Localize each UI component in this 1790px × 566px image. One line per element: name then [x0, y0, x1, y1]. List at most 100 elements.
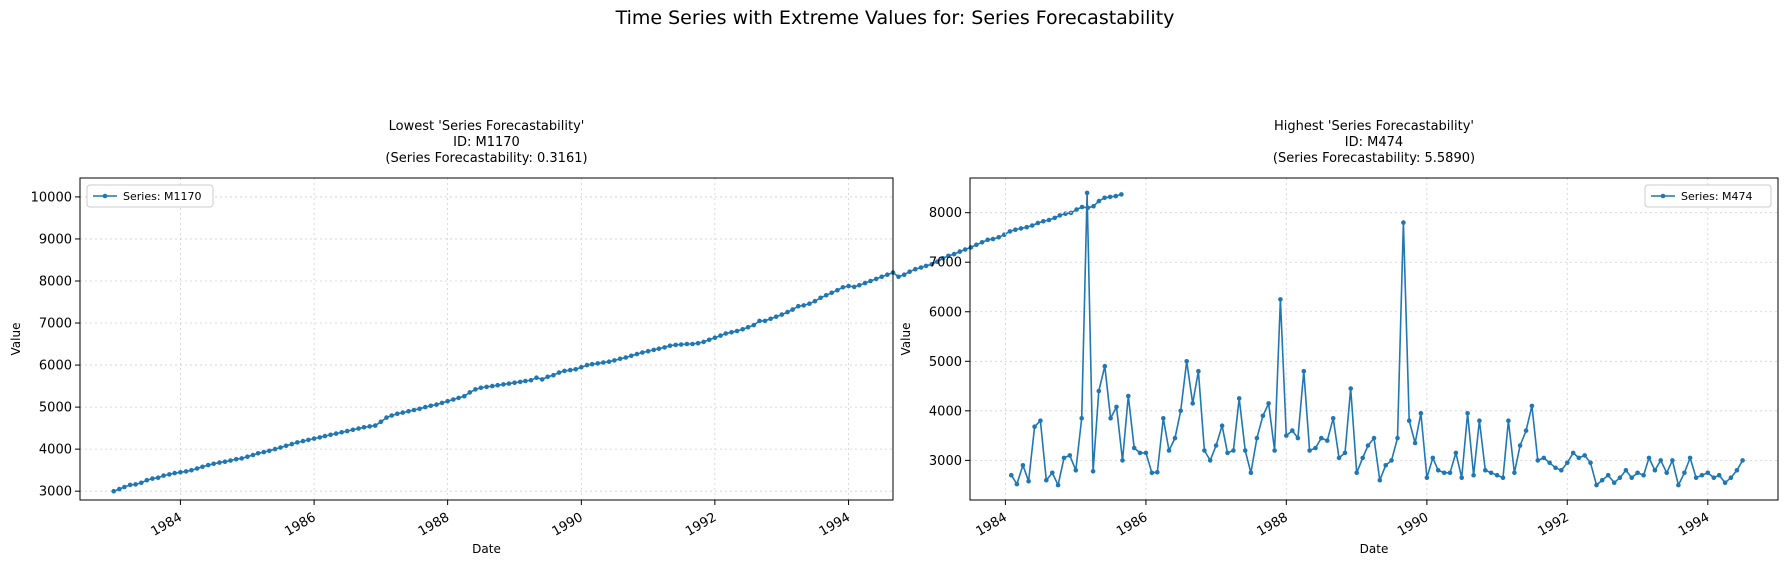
y-axis-label: Value: [899, 323, 913, 356]
x-tick-label: 1986: [1114, 510, 1150, 540]
y-tick-label: 8000: [39, 274, 72, 289]
data-point: [1079, 416, 1084, 421]
y-tick-label: 8000: [929, 206, 962, 221]
data-point: [545, 374, 550, 380]
data-point: [172, 470, 177, 476]
data-point: [1342, 450, 1348, 456]
data-point: [1063, 211, 1068, 216]
data-point: [873, 276, 879, 282]
data-point: [879, 274, 884, 280]
data-point: [1687, 455, 1693, 461]
data-point: [835, 287, 840, 293]
data-point: [896, 274, 901, 280]
data-point: [111, 488, 116, 494]
chart-panel-right: Highest 'Series Forecastability' ID: M474…: [899, 119, 1779, 556]
data-point: [161, 473, 166, 478]
data-point: [1401, 220, 1406, 225]
chart-title-line: (Series Forecastability: 5.5890): [1273, 151, 1475, 166]
data-point: [1641, 472, 1646, 478]
data-point: [818, 295, 823, 301]
data-point: [706, 337, 712, 343]
x-tick-label: 1988: [416, 510, 452, 540]
data-point: [1319, 435, 1324, 441]
data-point: [434, 402, 439, 407]
chart-title: Highest 'Series Forecastability' ID: M474…: [1273, 119, 1475, 166]
data-point: [1254, 435, 1260, 441]
data-point: [796, 303, 801, 309]
data-point: [617, 356, 623, 362]
data-point: [217, 460, 222, 465]
data-point: [1389, 458, 1394, 463]
data-point: [1013, 227, 1018, 232]
data-point: [1213, 443, 1219, 448]
data-point: [1395, 435, 1400, 441]
data-point: [1190, 401, 1195, 406]
data-point: [523, 378, 528, 384]
legend-box: [86, 184, 214, 208]
data-point: [1107, 194, 1113, 200]
data-point: [133, 482, 138, 487]
data-point: [1035, 220, 1041, 226]
data-point: [1219, 423, 1225, 429]
data-point: [328, 432, 333, 438]
data-point: [378, 419, 384, 425]
data-point: [779, 312, 785, 317]
data-point: [1377, 477, 1383, 483]
data-point: [361, 425, 367, 430]
data-point: [1260, 413, 1266, 419]
data-point: [1441, 470, 1447, 476]
data-point: [1412, 440, 1418, 446]
data-point: [1074, 207, 1079, 212]
x-tick-label: 1986: [282, 510, 318, 540]
data-point: [451, 397, 456, 402]
data-point: [1113, 193, 1119, 199]
data-point: [200, 464, 205, 470]
y-tick-label: 3000: [39, 485, 72, 500]
data-point: [940, 255, 946, 261]
data-point: [1570, 450, 1576, 456]
data-point: [150, 476, 155, 481]
data-point: [428, 403, 434, 409]
data-point: [456, 395, 461, 401]
data-point: [1336, 455, 1342, 461]
x-tick-label: 1994: [1676, 510, 1712, 540]
data-point: [584, 362, 590, 368]
data-point: [985, 237, 990, 243]
data-point: [790, 307, 795, 312]
data-point: [211, 461, 216, 467]
data-point: [567, 367, 573, 373]
data-point: [562, 368, 567, 374]
data-point: [245, 454, 250, 460]
data-point: [1018, 226, 1024, 231]
data-point: [389, 413, 395, 418]
data-point: [1594, 482, 1599, 488]
data-point: [205, 462, 211, 468]
data-point: [411, 407, 417, 413]
data-point: [601, 360, 606, 365]
data-point: [1529, 403, 1535, 409]
series-line: [1010, 192, 1744, 486]
data-point: [812, 298, 818, 304]
data-point: [1599, 477, 1605, 483]
data-point: [127, 482, 133, 488]
data-point: [1623, 468, 1629, 473]
axes-frame: [969, 177, 1779, 501]
data-point: [1711, 475, 1717, 481]
data-point: [762, 318, 768, 324]
chart-title-line: (Series Forecastability: 0.3161): [385, 151, 587, 166]
data-point: [1541, 455, 1547, 461]
data-point: [1009, 472, 1014, 478]
data-point: [1354, 470, 1359, 476]
data-point: [1266, 401, 1271, 406]
data-point: [1535, 458, 1541, 463]
data-point: [923, 263, 929, 269]
data-point: [1096, 388, 1102, 394]
data-point: [751, 322, 757, 328]
data-point: [1705, 470, 1711, 476]
data-point: [846, 283, 851, 289]
data-point: [1032, 424, 1037, 430]
x-axis-label: Date: [472, 542, 501, 556]
y-tick-label: 5000: [929, 355, 962, 370]
axes-frame: [79, 177, 894, 501]
data-point: [495, 382, 501, 388]
